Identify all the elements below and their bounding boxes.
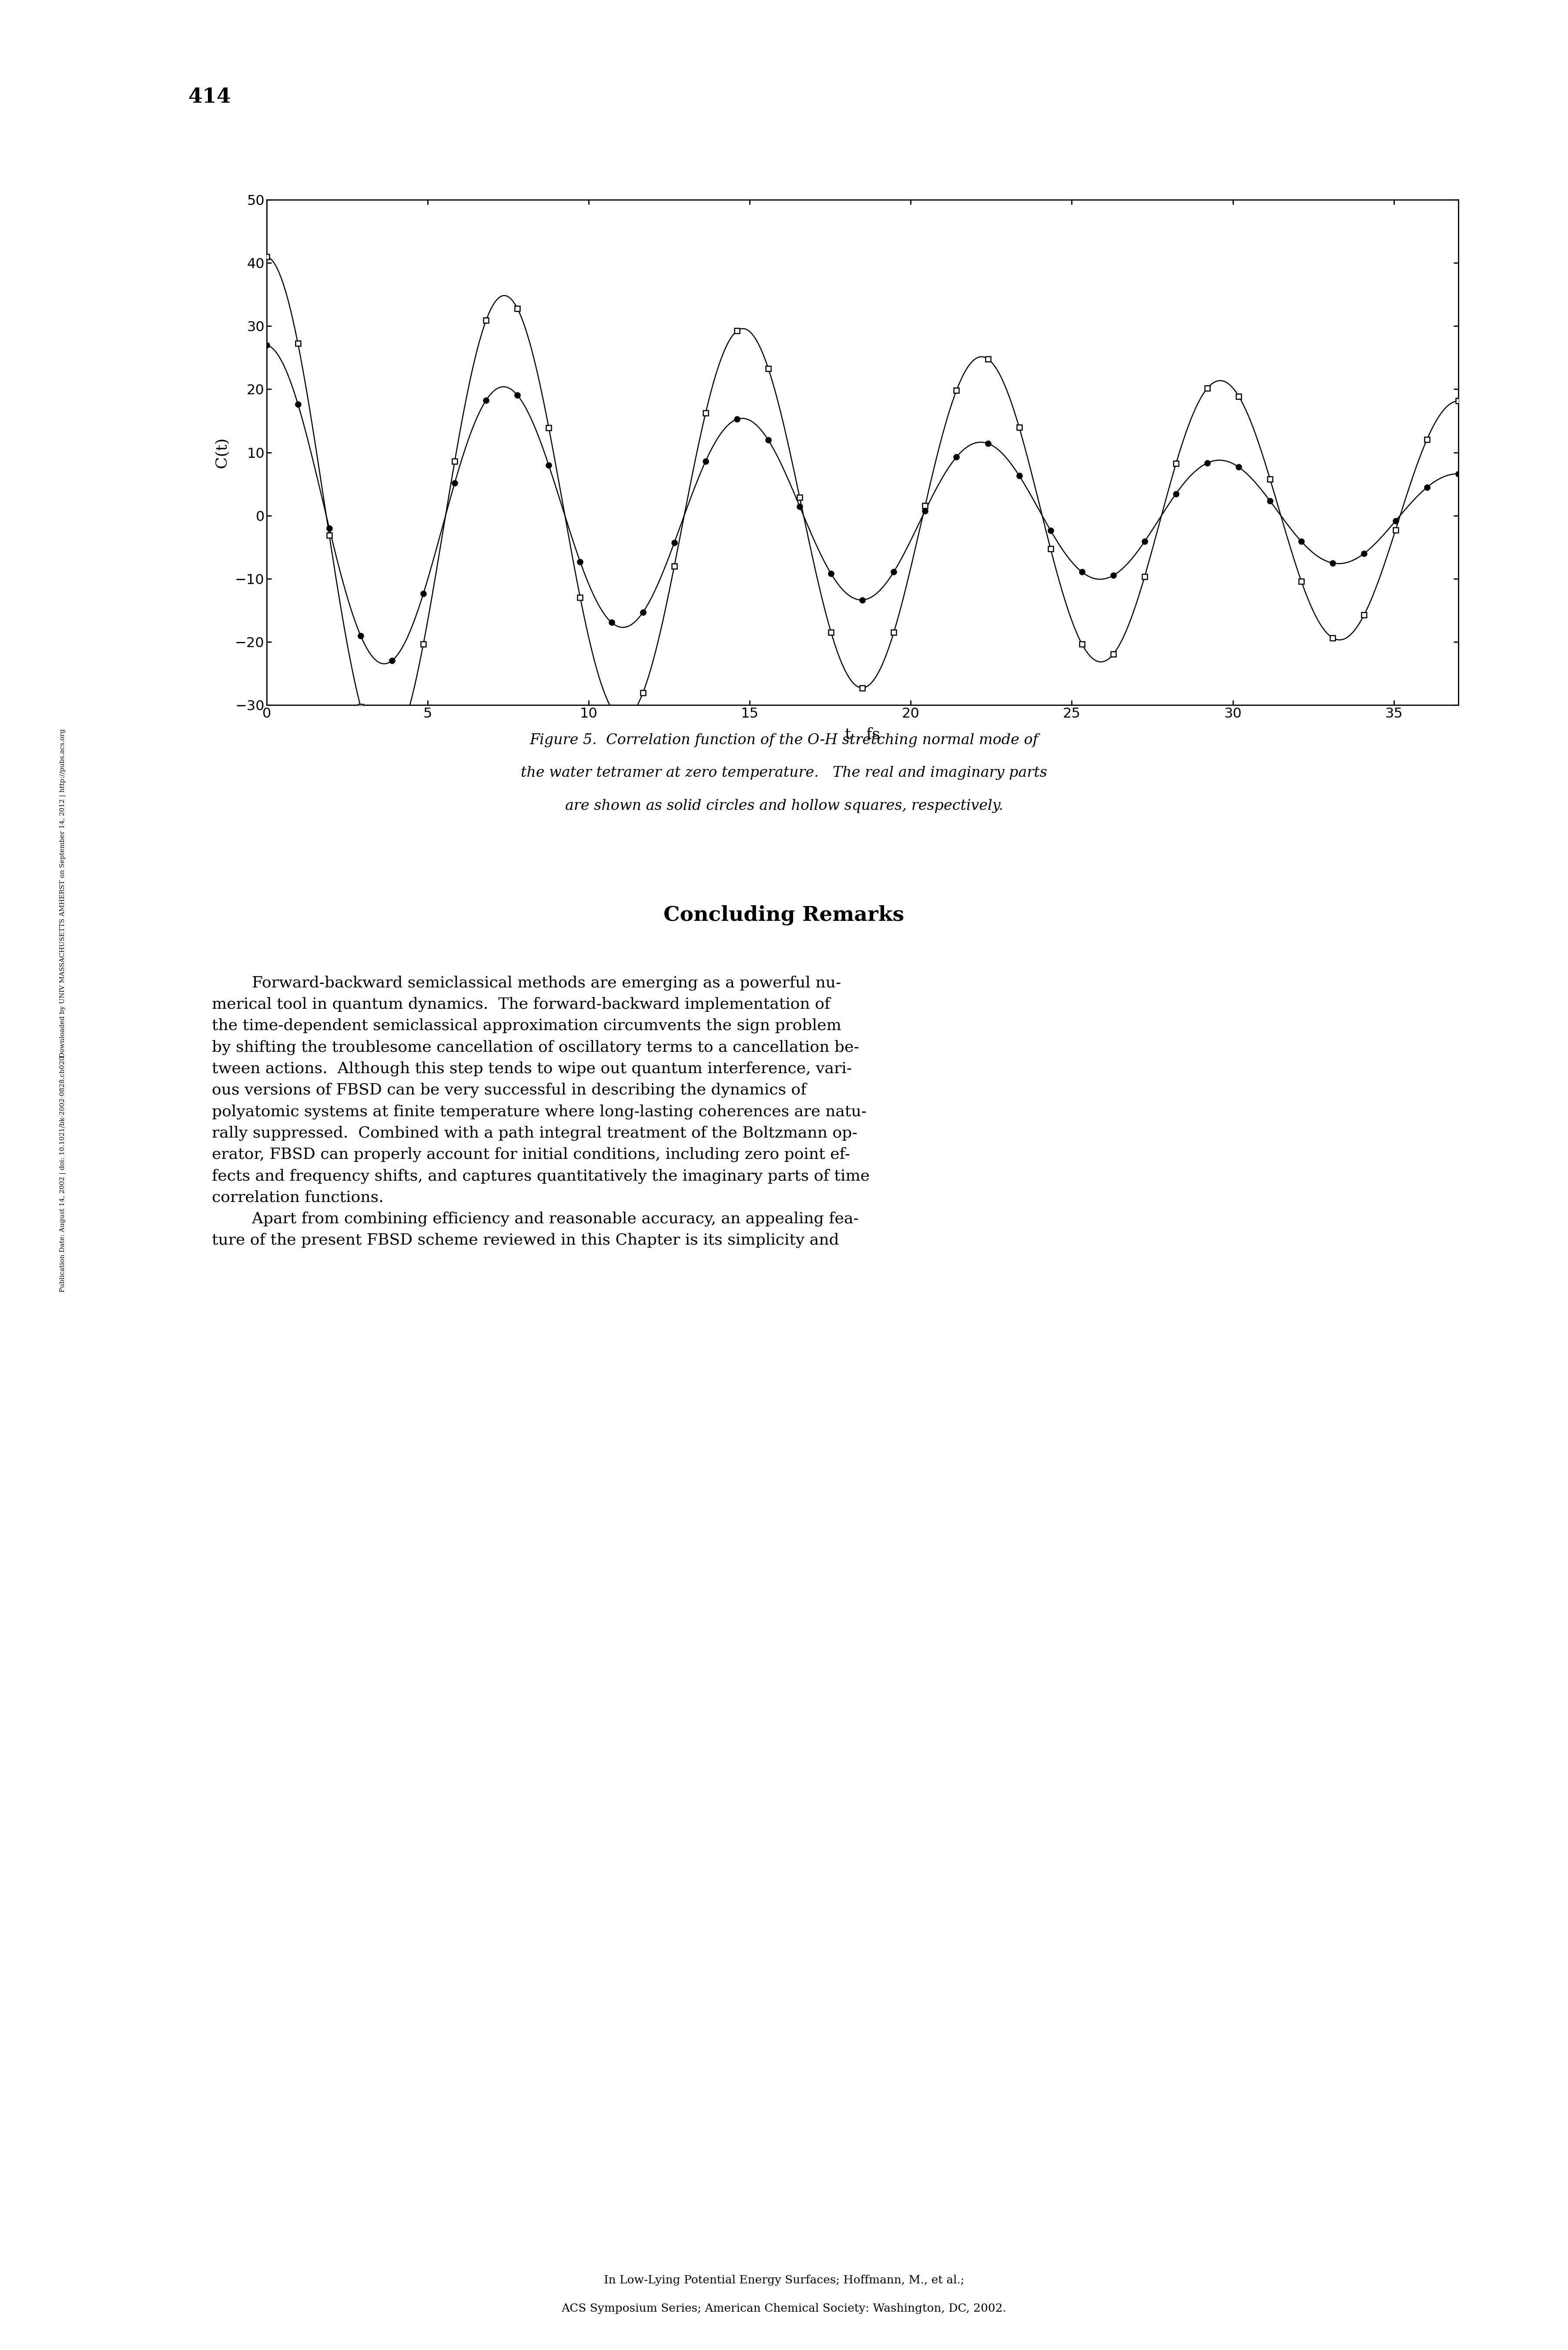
- Text: are shown as solid circles and hollow squares, respectively.: are shown as solid circles and hollow sq…: [564, 799, 1004, 813]
- Y-axis label: C(t): C(t): [215, 437, 229, 468]
- Text: In Low-Lying Potential Energy Surfaces; Hoffmann, M., et al.;: In Low-Lying Potential Energy Surfaces; …: [604, 2275, 964, 2287]
- Text: Downloaded by UNIV MASSACHUSETTS AMHERST on September 14, 2012 | http://pubs.acs: Downloaded by UNIV MASSACHUSETTS AMHERST…: [60, 728, 66, 1058]
- Text: Publication Date: August 14, 2002 | doi: 10.1021/bk-2002-0828.ch020: Publication Date: August 14, 2002 | doi:…: [60, 1055, 66, 1295]
- Text: ACS Symposium Series; American Chemical Society: Washington, DC, 2002.: ACS Symposium Series; American Chemical …: [561, 2303, 1007, 2315]
- X-axis label: t , fs: t , fs: [845, 726, 880, 743]
- Text: the water tetramer at zero temperature.   The real and imaginary parts: the water tetramer at zero temperature. …: [521, 766, 1047, 780]
- Text: Figure 5.  Correlation function of the O-H stretching normal mode of: Figure 5. Correlation function of the O-…: [530, 733, 1038, 747]
- Text: Concluding Remarks: Concluding Remarks: [663, 905, 905, 926]
- Text: Forward-backward semiclassical methods are emerging as a powerful nu-
merical to: Forward-backward semiclassical methods a…: [212, 975, 870, 1248]
- Text: 414: 414: [188, 87, 230, 108]
